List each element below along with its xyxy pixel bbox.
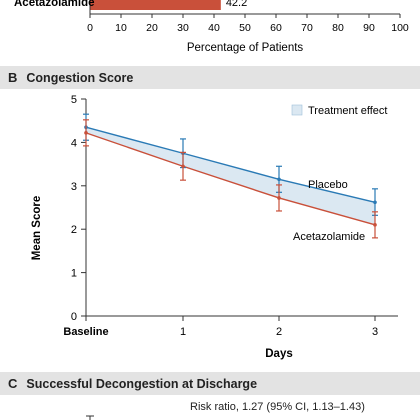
- panel-c-title: Successful Decongestion at Discharge: [26, 376, 258, 391]
- data-point-acetazolamide: [84, 131, 88, 135]
- bar-value-label: 42.2: [226, 0, 247, 9]
- x-tick-label: 3: [372, 326, 378, 338]
- y-tick-label: 2: [71, 224, 77, 236]
- y-axis-label: Mean Score: [31, 196, 43, 261]
- series-label-placebo: Placebo: [308, 179, 348, 191]
- bar-category-label: Acetazolamide: [14, 0, 95, 9]
- x-tick-label: 100: [391, 22, 409, 34]
- data-point-acetazolamide: [373, 223, 377, 227]
- y-tick-label: 5: [71, 94, 77, 106]
- x-tick-label: 10: [115, 22, 127, 34]
- data-point-acetazolamide: [277, 196, 281, 200]
- x-tick-label: 2: [276, 326, 282, 338]
- data-point-acetazolamide: [181, 164, 185, 169]
- error-bar-acetazolamide: [180, 151, 186, 181]
- series-line-acetazolamide: [85, 132, 376, 226]
- error-bar-acetazolamide: [372, 211, 378, 239]
- panel-c-partial: [86, 415, 94, 420]
- error-bar-acetazolamide: [83, 119, 89, 147]
- x-tick-label: 0: [87, 22, 93, 34]
- y-tick-label: 0: [71, 311, 77, 323]
- x-tick-label: Baseline: [63, 326, 108, 338]
- x-axis-label: Percentage of Patients: [187, 42, 304, 54]
- risk-ratio-text: Risk ratio, 1.27 (95% CI, 1.13–1.43): [190, 401, 365, 413]
- treatment-effect-band: [86, 127, 375, 225]
- x-tick-label: 50: [239, 22, 251, 34]
- legend-swatch-treatment-effect: [291, 104, 303, 116]
- x-axis-label-days: Days: [265, 348, 293, 360]
- series-label-acetazolamide: Acetazolamide: [293, 231, 365, 243]
- bar-acetazolamide: [90, 0, 221, 10]
- error-bar-placebo: [372, 188, 378, 216]
- panel-a-bar-chart: 0 10 20 30 40 50 60 70 80 90 100 42.2 Acetazolamid…: [14, 0, 409, 54]
- x-tick-label: 80: [332, 22, 344, 34]
- error-bar-acetazolamide: [276, 184, 282, 212]
- legend-label-treatment-effect: Treatment effect: [308, 105, 387, 117]
- x-tick-label: 40: [208, 22, 220, 34]
- panel-b-letter: B: [8, 70, 18, 85]
- x-tick-label: 90: [363, 22, 375, 34]
- y-tick-label: 3: [71, 181, 77, 193]
- panel-b-line-chart: 0 1 2 3 4 5 Baseline 1 2 3 Treatment effect Place…: [31, 94, 398, 360]
- y-tick-label: 4: [71, 137, 77, 149]
- panel-b-header: B Congestion Score: [0, 66, 420, 89]
- data-point-placebo: [373, 200, 377, 205]
- data-point-placebo: [277, 177, 281, 182]
- x-tick-label: 20: [146, 22, 158, 34]
- x-tick-label: 30: [177, 22, 189, 34]
- panel-b-title: Congestion Score: [26, 70, 134, 85]
- x-tick-label: 1: [180, 326, 186, 338]
- series-line-placebo: [85, 126, 376, 203]
- panel-c-header: C Successful Decongestion at Discharge: [0, 372, 420, 395]
- x-tick-label: 70: [301, 22, 313, 34]
- y-tick-label: 1: [71, 268, 77, 280]
- x-tick-label: 60: [270, 22, 282, 34]
- panel-c-letter: C: [8, 376, 18, 391]
